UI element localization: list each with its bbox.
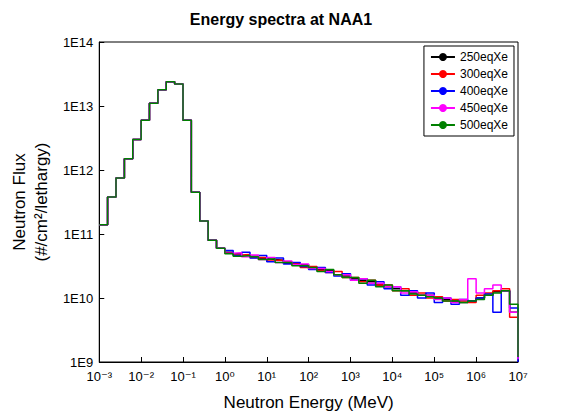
svg-text:1E11: 1E11: [64, 227, 93, 242]
svg-text:1E10: 1E10: [63, 291, 93, 306]
svg-text:10⁻¹: 10⁻¹: [170, 369, 196, 384]
svg-text:500eqXe: 500eqXe: [460, 118, 508, 132]
svg-text:10⁵: 10⁵: [424, 369, 444, 384]
svg-text:10⁻³: 10⁻³: [86, 369, 112, 384]
svg-text:1E9: 1E9: [70, 355, 93, 370]
svg-text:(#/cm²/lethargy): (#/cm²/lethargy): [32, 142, 51, 261]
svg-text:1E12: 1E12: [63, 163, 93, 178]
svg-text:1E13: 1E13: [63, 99, 93, 114]
svg-text:Neutron Flux: Neutron Flux: [10, 153, 29, 251]
svg-text:10⁴: 10⁴: [382, 369, 402, 384]
svg-text:300eqXe: 300eqXe: [460, 67, 508, 81]
svg-text:10⁶: 10⁶: [466, 369, 486, 384]
svg-text:10³: 10³: [341, 369, 360, 384]
svg-text:Neutron Energy (MeV): Neutron Energy (MeV): [224, 393, 394, 412]
svg-text:10⁻²: 10⁻²: [128, 369, 154, 384]
svg-text:450eqXe: 450eqXe: [460, 101, 508, 115]
svg-text:10¹: 10¹: [257, 369, 276, 384]
svg-text:10⁷: 10⁷: [508, 369, 527, 384]
svg-text:10²: 10²: [299, 369, 318, 384]
svg-text:1E14: 1E14: [63, 35, 93, 50]
svg-text:250eqXe: 250eqXe: [460, 50, 508, 64]
svg-text:400eqXe: 400eqXe: [460, 84, 508, 98]
svg-text:Energy spectra at NAA1: Energy spectra at NAA1: [190, 11, 372, 28]
svg-text:10⁰: 10⁰: [215, 369, 235, 384]
